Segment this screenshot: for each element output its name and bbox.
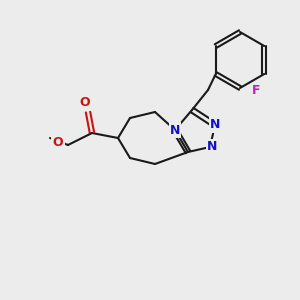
Text: O: O: [80, 97, 90, 110]
Text: F: F: [252, 85, 260, 98]
Text: N: N: [170, 124, 180, 136]
Text: O: O: [53, 136, 63, 149]
Text: N: N: [207, 140, 217, 154]
Text: N: N: [210, 118, 220, 131]
